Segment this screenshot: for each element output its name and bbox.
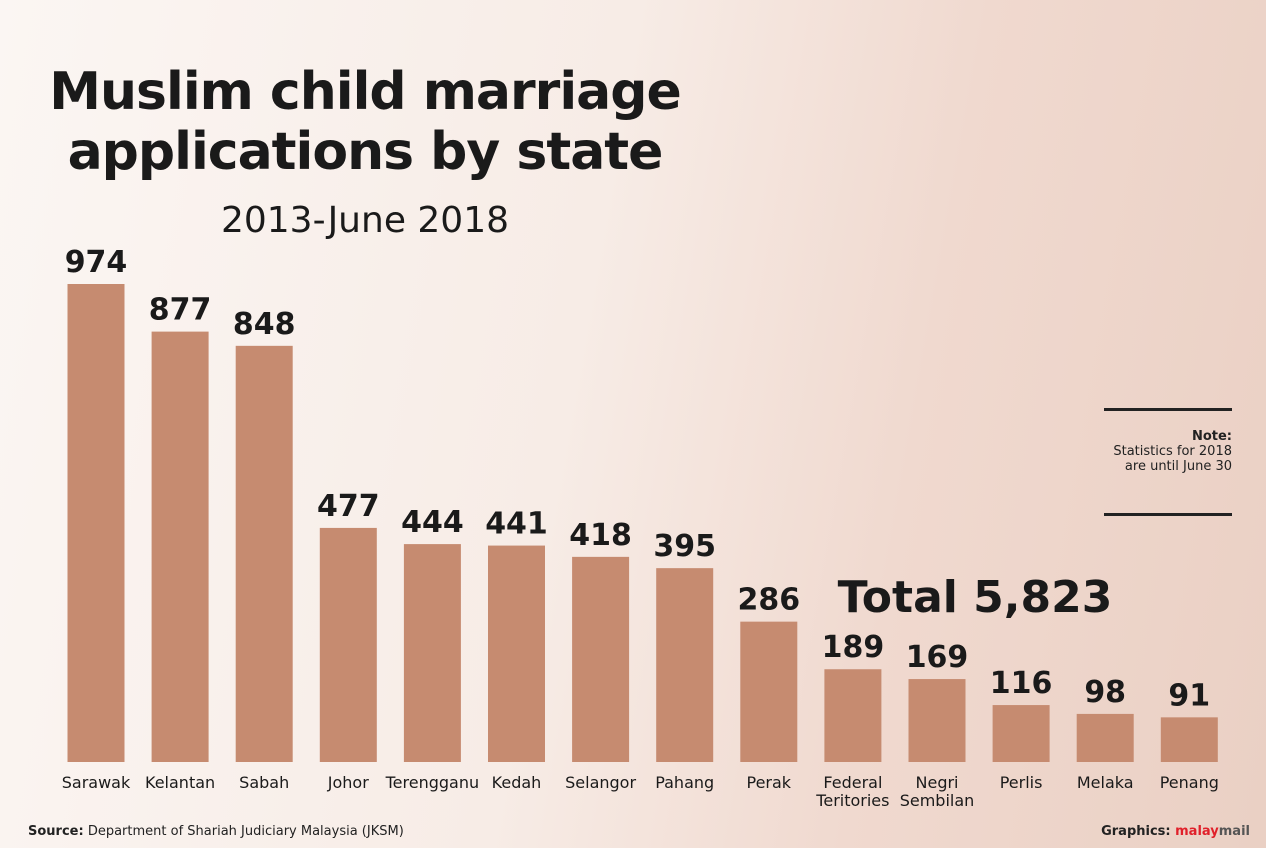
value-label: 189 — [822, 630, 885, 665]
source: Source: Department of Shariah Judiciary … — [28, 824, 404, 839]
x-tick-label: Penang — [1159, 773, 1219, 792]
note-heading: Note: — [1191, 429, 1232, 444]
x-tick-label: Sabah — [239, 773, 290, 792]
x-tick-label: Terengganu — [385, 773, 480, 792]
x-tick-label: Negri Sembilan — [899, 773, 975, 810]
x-tick-label: Melaka — [1076, 773, 1134, 792]
source-label: Source: — [28, 824, 84, 839]
value-label: 974 — [65, 245, 128, 280]
value-label: 116 — [990, 666, 1053, 701]
value-label: 477 — [317, 489, 380, 524]
bar — [319, 527, 377, 762]
value-label: 98 — [1084, 675, 1126, 710]
bar — [1076, 713, 1134, 762]
bar — [151, 331, 209, 762]
value-label: 169 — [906, 640, 969, 675]
bar — [992, 705, 1050, 762]
x-tick-label: Perak — [746, 773, 792, 792]
x-tick-label: Kedah — [491, 773, 542, 792]
bar — [572, 556, 630, 762]
x-tick-label: Sarawak — [61, 773, 131, 792]
bar — [403, 544, 461, 762]
bar — [1160, 717, 1218, 762]
bar — [740, 621, 798, 762]
note: Note: Statistics for 2018 are until June… — [1104, 408, 1232, 516]
note-text: Statistics for 2018 are until June 30 — [1113, 444, 1232, 474]
x-tick-label: Perlis — [999, 773, 1043, 792]
x-tick-label: Selangor — [565, 773, 637, 792]
x-tick-label: Pahang — [655, 773, 715, 792]
bar — [488, 545, 545, 762]
value-label: 418 — [569, 518, 632, 553]
x-tick-label: Johor — [327, 773, 369, 792]
chart-subtitle: 2013-June 2018 — [220, 200, 510, 241]
credit-label: Graphics: — [1101, 824, 1171, 839]
value-label: 444 — [401, 505, 464, 540]
x-tick-label: Federal Teritories — [816, 773, 890, 810]
source-text: Department of Shariah Judiciary Malaysia… — [87, 824, 404, 839]
brand-b: mail — [1218, 824, 1250, 839]
bar — [908, 679, 966, 762]
bar — [656, 568, 714, 762]
value-label: 848 — [233, 307, 296, 342]
x-tick-label: Kelantan — [145, 773, 216, 792]
bar — [824, 669, 882, 762]
chart-title: Muslim child marriage applications by st… — [49, 62, 681, 182]
brand-a: malay — [1175, 824, 1219, 839]
value-label: 877 — [149, 293, 212, 328]
total-label: Total 5,823 — [838, 572, 1113, 623]
value-label: 91 — [1168, 678, 1210, 713]
value-label: 441 — [485, 507, 548, 542]
value-label: 395 — [653, 529, 716, 564]
value-label: 286 — [737, 583, 800, 618]
bar — [235, 345, 293, 762]
bar — [67, 284, 125, 762]
credit: Graphics: malaymail — [1101, 824, 1250, 839]
